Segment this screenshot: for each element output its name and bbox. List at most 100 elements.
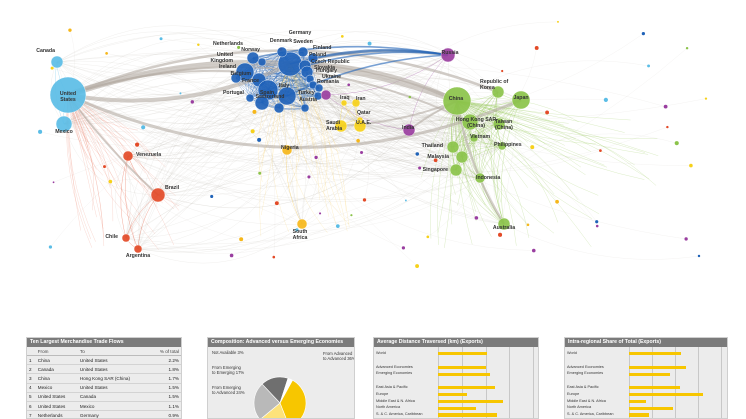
- minor-country-node: [401, 246, 406, 250]
- trade-flow-edge: [127, 155, 481, 200]
- grid-line: [509, 347, 511, 418]
- trade-flow-edge: [137, 149, 288, 250]
- country-label-japan: Japan: [514, 95, 529, 101]
- country-node-norway: [257, 57, 267, 67]
- bar: [438, 413, 497, 417]
- table-row: 5 United States Canada 1.5%: [27, 392, 181, 402]
- minor-country-node: [252, 109, 257, 114]
- intra-regional-edge: [66, 94, 93, 248]
- table-cell: 2.2%: [150, 355, 181, 366]
- trade-flow-edge: [157, 107, 306, 196]
- trade-flow-edge: [125, 119, 361, 239]
- country-node-iraq: [340, 99, 348, 107]
- intra-regional-edge: [289, 63, 347, 212]
- minor-country-node: [197, 43, 200, 46]
- table-cell: Netherlands: [35, 410, 78, 418]
- country-node-indonesia: [474, 172, 486, 184]
- minor-country-node: [674, 141, 679, 146]
- minor-country-node: [237, 45, 241, 49]
- trade-flow-edge: [286, 123, 500, 173]
- country-node-saudi: [334, 119, 348, 133]
- country-node-italy: [277, 86, 297, 106]
- bar: [629, 399, 646, 403]
- trade-flow-edge: [340, 54, 449, 127]
- intra-regional-edge: [456, 100, 659, 156]
- country-node-japan: [511, 90, 531, 110]
- country-label-ireland: Ireland: [219, 64, 236, 70]
- bar-label: Europe: [567, 391, 580, 396]
- distance-title: Average Distance Traversed (km) (Exports…: [374, 338, 538, 347]
- bar: [629, 386, 680, 390]
- trade-flow-edge: [312, 84, 522, 108]
- bar: [629, 365, 687, 369]
- minor-country-node: [415, 152, 420, 156]
- trade-flow-edge: [301, 119, 361, 225]
- trade-flow-edge: [137, 125, 361, 252]
- intra-regional-edge: [456, 100, 592, 152]
- trade-flow-edge: [261, 102, 463, 158]
- minor-country-node: [314, 155, 318, 160]
- trade-flow-edge: [127, 152, 505, 225]
- trade-flow-edge: [157, 102, 345, 196]
- table-cell: 1: [27, 355, 36, 366]
- pie-slice: [279, 377, 293, 404]
- country-node-australia: [497, 217, 511, 231]
- country-node-ireland: [230, 72, 242, 84]
- trade-flow-edge: [125, 107, 306, 239]
- trade-network-map: Canada United States Mexico Venezuela Brazil C…: [36, 20, 708, 268]
- bar-label: S. & C. America, Caribbean: [376, 412, 423, 417]
- trade-flow-edge: [359, 123, 500, 134]
- table-cell: Canada: [77, 392, 151, 402]
- trade-flow-edge: [280, 51, 303, 225]
- minor-country-node: [356, 138, 360, 143]
- country-label-southafrica: South Africa: [293, 229, 308, 241]
- bar-label: Middle East & N. Africa: [376, 398, 415, 403]
- intra-regional-edge: [289, 63, 350, 228]
- trade-flow-edge: [306, 71, 503, 147]
- country-node-finland: [307, 52, 319, 64]
- country-node-brazil: [150, 187, 166, 203]
- bar: [438, 386, 495, 390]
- minor-country-node: [418, 166, 422, 170]
- intra-regional-edge: [456, 100, 635, 166]
- trade-flow-edge: [325, 94, 457, 172]
- trade-flow-edge: [40, 102, 357, 148]
- country-label-saudi: Saudi Arabia: [326, 120, 342, 132]
- trade-flow-edge: [63, 100, 342, 127]
- trade-flow-edge: [343, 102, 687, 240]
- trade-flow-edge: [304, 107, 503, 162]
- country-label-qatar: Qatar: [357, 110, 371, 116]
- country-node-thailand: [446, 140, 460, 154]
- intra-regional-edge: [456, 100, 646, 153]
- country-label-philippines: Philippines: [494, 142, 522, 148]
- table-cell: Hong Kong SAR (China): [77, 373, 151, 384]
- trade-flow-edge: [304, 107, 361, 121]
- trade-flow-edge: [359, 120, 471, 127]
- intraregional-title: Intra-regional Share of Total (Exports): [565, 338, 727, 347]
- minor-country-node: [474, 216, 479, 220]
- trade-flow-edge: [252, 57, 503, 147]
- intra-regional-edge: [289, 63, 337, 226]
- trade-flow-edge: [355, 102, 500, 128]
- country-label-hongkong: Hong Kong SAR (China): [456, 117, 497, 129]
- country-node-ukraine: [314, 83, 324, 93]
- trade-flow-edge: [127, 121, 471, 201]
- table-header: % of total: [150, 347, 181, 356]
- trade-flow-edge: [127, 155, 159, 196]
- intra-regional-edge: [490, 91, 505, 225]
- minor-country-node: [135, 142, 140, 147]
- trade-flow-edge: [53, 107, 280, 183]
- intra-regional-edge: [456, 100, 650, 180]
- trade-flow-edge: [325, 94, 454, 148]
- minor-country-node: [641, 32, 645, 36]
- trade-flow-edge: [56, 61, 471, 165]
- trade-flow-edge: [56, 61, 246, 95]
- bar-label: North America: [567, 405, 592, 410]
- minor-country-node: [50, 66, 54, 70]
- trade-flow-edge: [127, 77, 237, 157]
- bar-label: East Asia & Pacific: [567, 385, 599, 389]
- intra-regional-edge: [312, 48, 449, 59]
- pie-slice: [261, 402, 287, 418]
- trade-flow-edge: [157, 53, 449, 196]
- pie-label-advanced-advanced: From Advanced to Advanced 36%: [323, 351, 355, 361]
